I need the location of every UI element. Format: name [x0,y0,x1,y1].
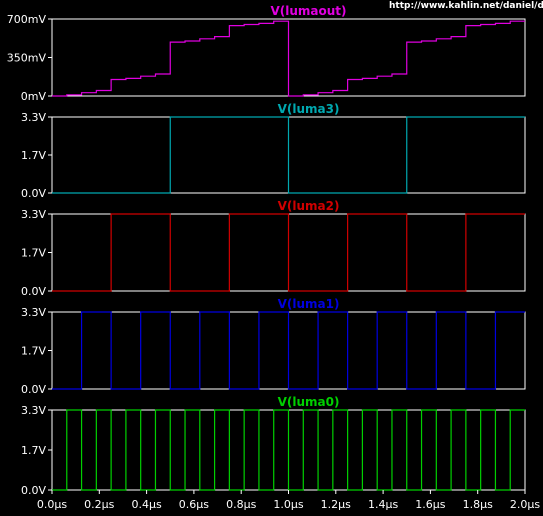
y-tick-label: 350mV [7,52,47,65]
y-tick-label: 1.7V [21,149,46,162]
y-tick-label: 3.3V [21,208,46,221]
y-tick-label: 3.3V [21,111,46,124]
y-tick-label: 0mV [21,90,47,103]
series-line [52,20,525,97]
y-tick-label: 1.7V [21,345,46,358]
y-tick-label: 0.0V [21,285,46,298]
series-line [52,311,525,390]
x-tick-label: 0.4µs [131,498,161,511]
x-tick-label: 1.2µs [321,498,351,511]
x-tick-label: 1.8µs [463,498,493,511]
series-line [52,116,525,194]
series-line [52,409,525,491]
x-tick-label: 0.2µs [84,498,114,511]
panel-title: V(luma0) [278,395,340,409]
x-tick-label: 1.0µs [273,498,303,511]
panel-title: V(luma3) [278,102,340,116]
panel-v-luma2-: V(luma2) 3.3V 1.7V 0.0V [21,199,526,298]
source-url: http://www.kahlin.net/daniel/dtv/ [389,1,543,11]
panel-title: V(lumaout) [270,4,346,18]
y-tick-label: 3.3V [21,404,46,417]
panel-v-lumaout-: V(lumaout) 700mV 350mV 0mV [7,4,526,103]
x-tick-label: 0.8µs [226,498,256,511]
y-tick-label: 700mV [7,13,47,26]
series-line [52,213,525,292]
panel-v-luma3-: V(luma3) 3.3V 1.7V 0.0V [21,102,526,200]
x-tick-label: 0.6µs [179,498,209,511]
y-tick-label: 0.0V [21,484,46,497]
y-tick-label: 3.3V [21,306,46,319]
panel-v-luma0-: V(luma0) 3.3V 1.7V 0.0V [21,395,526,497]
y-tick-label: 1.7V [21,444,46,457]
y-tick-label: 0.0V [21,383,46,396]
x-tick-label: 1.4µs [368,498,398,511]
x-axis: 0.0µs 0.2µs 0.4µs 0.6µs 0.8µs 1.0µs 1.2µs 1.4µs… [37,490,540,511]
panel-v-luma1-: V(luma1) 3.3V 1.7V 0.0V [21,297,526,396]
panel-title: V(luma2) [278,199,340,213]
x-tick-label: 1.6µs [415,498,445,511]
x-tick-label: 2.0µs [510,498,540,511]
y-tick-label: 1.7V [21,247,46,260]
x-tick-label: 0.0µs [37,498,67,511]
panel-title: V(luma1) [278,297,340,311]
y-tick-label: 0.0V [21,187,46,200]
